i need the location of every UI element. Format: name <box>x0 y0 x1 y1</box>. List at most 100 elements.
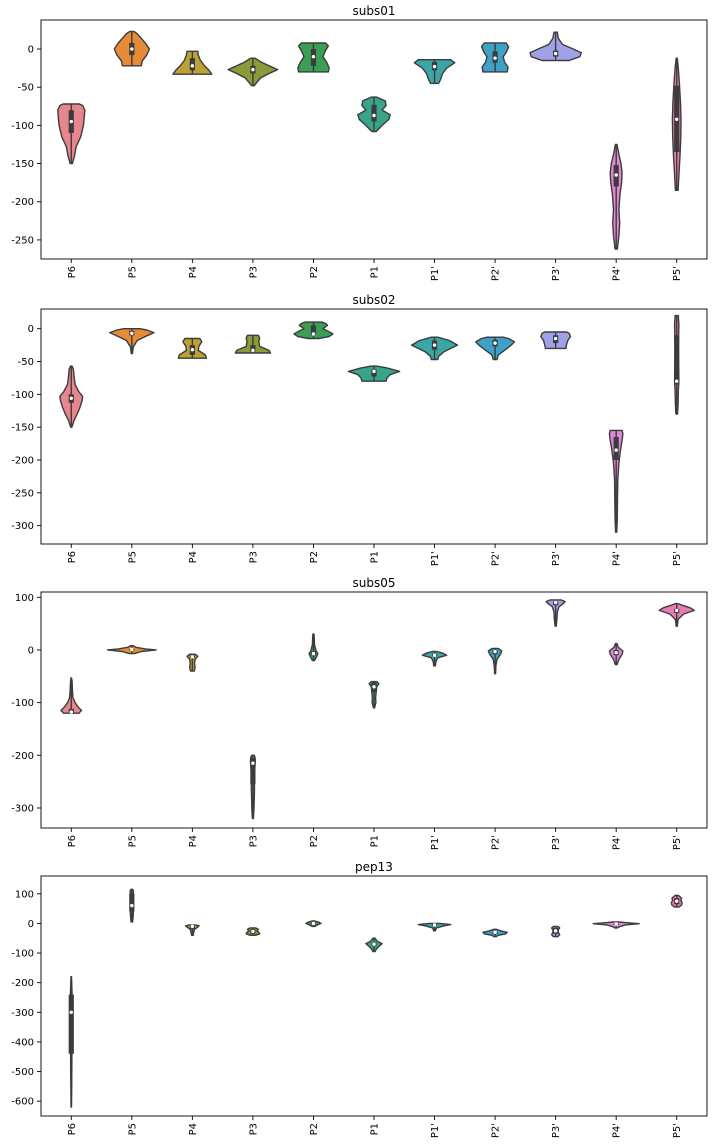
y-tick-label: 0 <box>28 324 34 335</box>
x-tick-label: P1 <box>370 835 381 847</box>
x-tick-label: P5' <box>672 266 683 281</box>
x-tick-label: P1' <box>430 835 441 850</box>
x-tick-label: P6 <box>67 835 78 847</box>
median-dot-P3' <box>553 51 558 56</box>
violin-panel-subs05: subs05 100 0 -100 -200 -300 P6 P5 P4 P3 P2 P1 P1' P2'… <box>11 576 708 850</box>
iqr-box-P6 <box>68 994 74 1054</box>
median-dot-P5 <box>130 47 134 51</box>
y-tick-label: -200 <box>11 751 34 762</box>
median-dot-P1' <box>432 653 437 657</box>
median-dot-P4' <box>614 448 618 452</box>
median-dot-P3 <box>251 761 255 765</box>
median-dot-P5' <box>675 117 679 121</box>
median-dot-P2' <box>493 56 497 60</box>
x-tick-label: P1 <box>370 551 381 563</box>
median-dot-P3 <box>251 348 255 353</box>
y-tick-label: -50 <box>18 357 34 368</box>
median-dot-P3' <box>553 600 558 605</box>
y-tick-label: -150 <box>11 159 34 170</box>
x-tick-label: P4 <box>188 835 199 847</box>
x-tick-label: P1 <box>370 266 381 278</box>
y-tick-label: -150 <box>11 423 34 434</box>
axes-frame <box>40 308 708 545</box>
x-tick-label: P4 <box>188 266 199 278</box>
x-tick-label: P5 <box>127 1123 138 1135</box>
median-dot-P4 <box>190 347 195 352</box>
median-dot-P4 <box>190 64 195 68</box>
x-tick-label: P2' <box>491 1123 502 1138</box>
y-tick-label: -250 <box>11 488 34 499</box>
median-dot-P3' <box>553 336 558 341</box>
iqr-box-P3 <box>250 345 256 352</box>
violin-panel-pep13: pep13 100 0 -100 -200 -300 -400 -500 -600 P6 P5 P4 P… <box>11 860 708 1138</box>
iqr-box-P5 <box>129 893 135 912</box>
median-dot-P5' <box>675 608 679 613</box>
y-tick-label: -200 <box>11 455 34 466</box>
median-dot-P5 <box>130 903 134 908</box>
y-tick-label: -100 <box>11 949 34 960</box>
y-tick-label: -500 <box>11 1067 34 1078</box>
median-dot-P3 <box>251 929 255 934</box>
median-dot-P2 <box>311 921 316 926</box>
x-tick-label: P3' <box>551 1123 562 1138</box>
x-tick-label: P1' <box>430 266 441 281</box>
median-dot-P6 <box>69 396 73 400</box>
median-dot-P1' <box>432 923 437 927</box>
x-tick-label: P2 <box>309 1123 320 1135</box>
median-dot-P5' <box>675 379 679 383</box>
y-tick-label: -400 <box>11 1037 34 1048</box>
axes-frame <box>40 875 708 1117</box>
y-tick-label: 0 <box>28 45 34 56</box>
median-dot-P3 <box>251 67 255 72</box>
x-tick-label: P5 <box>127 266 138 278</box>
median-dot-P1 <box>372 369 376 374</box>
x-tick-label: P3' <box>551 266 562 281</box>
x-tick-label: P5' <box>672 551 683 566</box>
x-tick-label: P6 <box>67 266 78 278</box>
y-tick-label: -250 <box>11 235 34 246</box>
x-tick-label: P4' <box>612 835 623 850</box>
median-dot-P4' <box>614 922 618 926</box>
median-dot-P4 <box>190 655 195 659</box>
x-tick-label: P6 <box>67 551 78 563</box>
x-tick-label: P3' <box>551 551 562 566</box>
median-dot-P5 <box>130 647 134 652</box>
median-dot-P2' <box>493 649 497 654</box>
x-tick-label: P4' <box>612 1123 623 1138</box>
x-tick-label: P5 <box>127 835 138 847</box>
median-dot-P4 <box>190 924 195 929</box>
y-tick-label: -300 <box>11 1008 34 1019</box>
y-tick-label: -600 <box>11 1097 34 1108</box>
iqr-box-P1 <box>371 104 377 122</box>
median-dot-P5 <box>130 331 134 335</box>
x-tick-label: P5' <box>672 835 683 850</box>
x-tick-label: P2 <box>309 835 320 847</box>
median-dot-P6 <box>69 119 73 124</box>
median-dot-P1' <box>432 64 437 69</box>
x-tick-label: P2 <box>309 266 320 278</box>
median-dot-P2' <box>493 930 497 934</box>
x-tick-label: P2' <box>491 551 502 566</box>
x-tick-label: P3 <box>248 266 259 278</box>
x-tick-label: P4 <box>188 551 199 563</box>
x-tick-label: P1' <box>430 551 441 566</box>
y-tick-label: -200 <box>11 197 34 208</box>
x-tick-label: P2' <box>491 266 502 281</box>
x-tick-label: P5' <box>672 1123 683 1138</box>
median-dot-P1' <box>432 343 437 347</box>
y-tick-label: 0 <box>28 919 34 930</box>
y-tick-label: -100 <box>11 698 34 709</box>
iqr-box-P2 <box>310 325 317 336</box>
x-tick-label: P2' <box>491 835 502 850</box>
y-tick-label: -200 <box>11 978 34 989</box>
median-dot-P1 <box>372 685 376 689</box>
median-dot-P6 <box>69 1010 73 1014</box>
axes-frame <box>40 591 708 829</box>
y-tick-label: 100 <box>15 889 34 900</box>
x-tick-label: P5 <box>127 551 138 563</box>
x-tick-label: P3' <box>551 835 562 850</box>
y-tick-label: -100 <box>11 121 34 132</box>
median-dot-P2' <box>493 341 497 345</box>
median-dot-P1 <box>372 113 376 118</box>
